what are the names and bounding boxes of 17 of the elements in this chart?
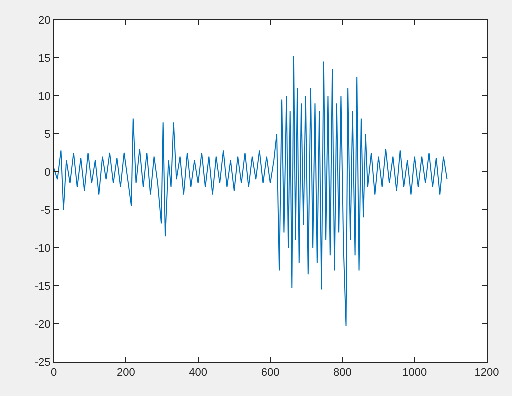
y-tick-label: -20: [34, 318, 51, 331]
y-tick-label: -15: [34, 280, 51, 293]
y-tick-label: 10: [38, 90, 51, 103]
x-tick-label: 400: [189, 367, 208, 380]
x-tick-label: 200: [116, 367, 136, 380]
y-tick-label: 15: [38, 52, 51, 65]
line-series: [54, 56, 448, 327]
y-tick-label: -10: [34, 242, 51, 255]
y-tick-label: -25: [34, 356, 51, 369]
x-tick-label: 800: [333, 367, 352, 380]
y-tick-label: -5: [41, 204, 51, 217]
x-tick-label: 1200: [474, 367, 500, 380]
x-tick-label: 600: [261, 367, 280, 380]
y-tick-label: 0: [44, 166, 51, 179]
y-tick-label: 20: [38, 14, 51, 27]
x-tick-label: 1000: [402, 367, 428, 380]
y-tick-label: 5: [44, 128, 51, 141]
